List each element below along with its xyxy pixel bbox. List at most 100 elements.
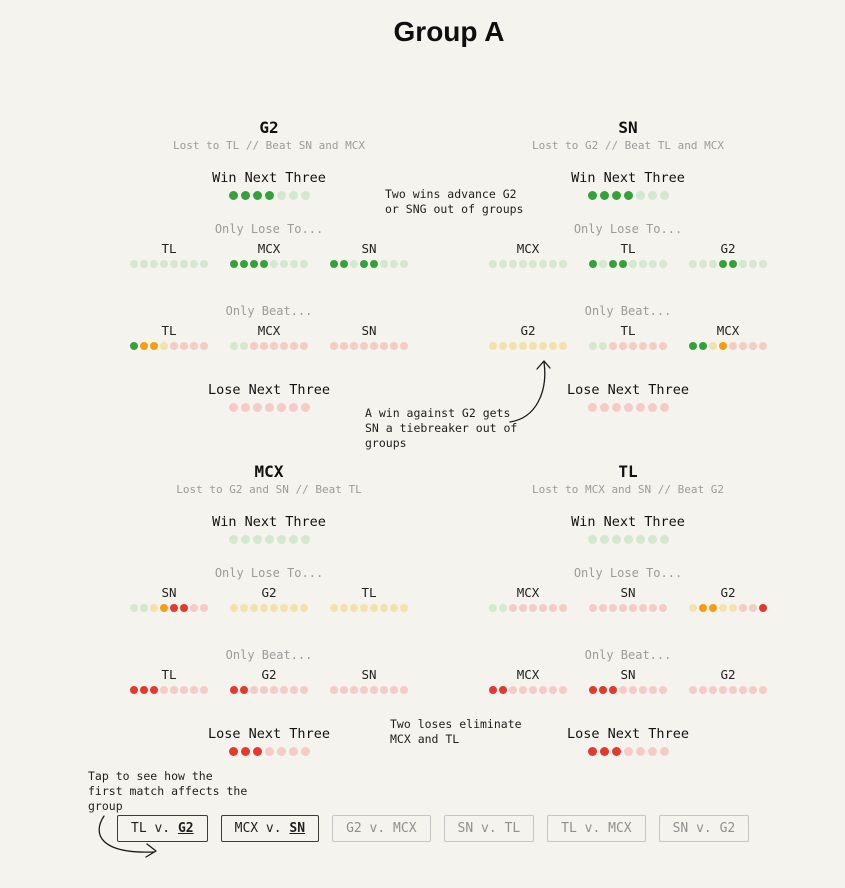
beat-columns: G2 TL MCX [478, 323, 778, 350]
outcome-dot [749, 604, 757, 612]
outcome-dot [230, 342, 238, 350]
outcome-dot [150, 686, 158, 694]
page-title: Group A [393, 16, 505, 47]
outcome-dot [180, 686, 188, 694]
tiebreaker-arrow-icon [509, 360, 551, 423]
outcome-dot [240, 535, 250, 544]
outcome-dot [180, 342, 188, 350]
match-button-tl-v-mcx[interactable]: TL v. MCX [547, 815, 646, 842]
opponent-label: SN [361, 323, 377, 338]
lose-to-column-g2: G2 [678, 585, 778, 612]
outcome-dot [340, 604, 348, 612]
outcome-dot [140, 260, 148, 268]
outcome-dot [130, 342, 138, 350]
outcome-dot [599, 342, 607, 350]
match-button-tl-v-g2[interactable]: TL v. G2 [117, 815, 208, 842]
outcome-dot [609, 260, 617, 268]
outcome-dot [559, 686, 567, 694]
outcome-dot [390, 686, 398, 694]
outcome-dot [150, 260, 158, 268]
scenario-label-only-beat: Only Beat... [225, 648, 313, 662]
opponent-label: G2 [520, 323, 536, 338]
outcome-dot [629, 686, 637, 694]
lose-to-column-sn: SN [578, 585, 678, 612]
outcome-dot [529, 342, 537, 350]
outcome-dot [589, 342, 597, 350]
opponent-label: TL [161, 323, 177, 338]
outcome-dot [647, 747, 657, 756]
outcome-dot [649, 604, 657, 612]
outcome-dot [200, 686, 208, 694]
lose-to-column-tl: TL [578, 241, 678, 268]
outcome-dot [270, 260, 278, 268]
match-button-sn-v-g2[interactable]: SN v. G2 [658, 815, 750, 842]
outcome-dot [587, 403, 597, 412]
outcome-dot [659, 686, 667, 694]
team-name: SN [618, 118, 638, 137]
outcome-dot [350, 260, 358, 268]
outcome-dot [659, 535, 669, 544]
outcome-dot [130, 604, 138, 612]
tap-arrow-icon [98, 815, 157, 858]
opponent-label: TL [161, 241, 177, 256]
outcome-dot [587, 191, 597, 200]
opponent-label: G2 [261, 585, 277, 600]
team-name: MCX [254, 462, 284, 481]
outcome-dot [400, 260, 408, 268]
outcome-dot [729, 686, 737, 694]
outcome-dot [649, 342, 657, 350]
outcome-dot [719, 260, 727, 268]
outcome-dot [689, 686, 697, 694]
outcome-dot [639, 604, 647, 612]
lose-next-three-dot-row [478, 403, 778, 412]
outcome-dot [509, 604, 517, 612]
outcome-dot [609, 686, 617, 694]
outcome-dot [330, 686, 338, 694]
match-button-g2-v-mcx[interactable]: G2 v. MCX [332, 815, 431, 842]
outcome-dot [599, 747, 609, 756]
beat-dot-row [578, 342, 678, 350]
outcome-dot [276, 403, 286, 412]
outcome-dot [370, 604, 378, 612]
opponent-label: TL [620, 241, 636, 256]
outcome-dot [240, 747, 250, 756]
lose-to-column-mcx: MCX [219, 241, 319, 268]
outcome-dot [252, 403, 262, 412]
outcome-dot [509, 686, 517, 694]
outcome-dot [611, 535, 621, 544]
outcome-dot [250, 260, 258, 268]
outcome-dot [699, 686, 707, 694]
lose-to-dot-row [678, 604, 778, 612]
outcome-dot [380, 260, 388, 268]
outcome-dot [330, 604, 338, 612]
outcome-dot [280, 686, 288, 694]
lose-to-column-g2: G2 [678, 241, 778, 268]
outcome-dot [200, 260, 208, 268]
beat-column-sn: SN [578, 667, 678, 694]
outcome-dot [709, 604, 717, 612]
scenario-label-lose-next-three: Lose Next Three [208, 382, 330, 398]
outcome-dot [539, 260, 547, 268]
outcome-dot [190, 260, 198, 268]
lose-next-three-dot-row [119, 403, 419, 412]
outcome-dot [739, 686, 747, 694]
match-button-mcx-v-sn[interactable]: MCX v. SN [220, 815, 320, 842]
outcome-dot [647, 535, 657, 544]
outcome-dot [729, 604, 737, 612]
outcome-dot [639, 260, 647, 268]
outcome-dot [609, 342, 617, 350]
win-next-three-dot-row [478, 191, 778, 200]
team-section-mcx: MCX Lost to G2 and SN // Beat TL Win Next … [119, 462, 419, 756]
annotation-advance: Two wins advance G2 or SNG out of groups [385, 187, 524, 217]
outcome-dot [609, 604, 617, 612]
outcome-dot [649, 686, 657, 694]
team-subtitle: Lost to G2 and SN // Beat TL [176, 483, 362, 496]
outcome-dot [699, 260, 707, 268]
outcome-dot [360, 342, 368, 350]
match-button-sn-v-tl[interactable]: SN v. TL [443, 815, 535, 842]
outcome-dot [330, 260, 338, 268]
outcome-dot [509, 260, 517, 268]
outcome-dot [370, 342, 378, 350]
outcome-dot [228, 403, 238, 412]
outcome-dot [529, 604, 537, 612]
